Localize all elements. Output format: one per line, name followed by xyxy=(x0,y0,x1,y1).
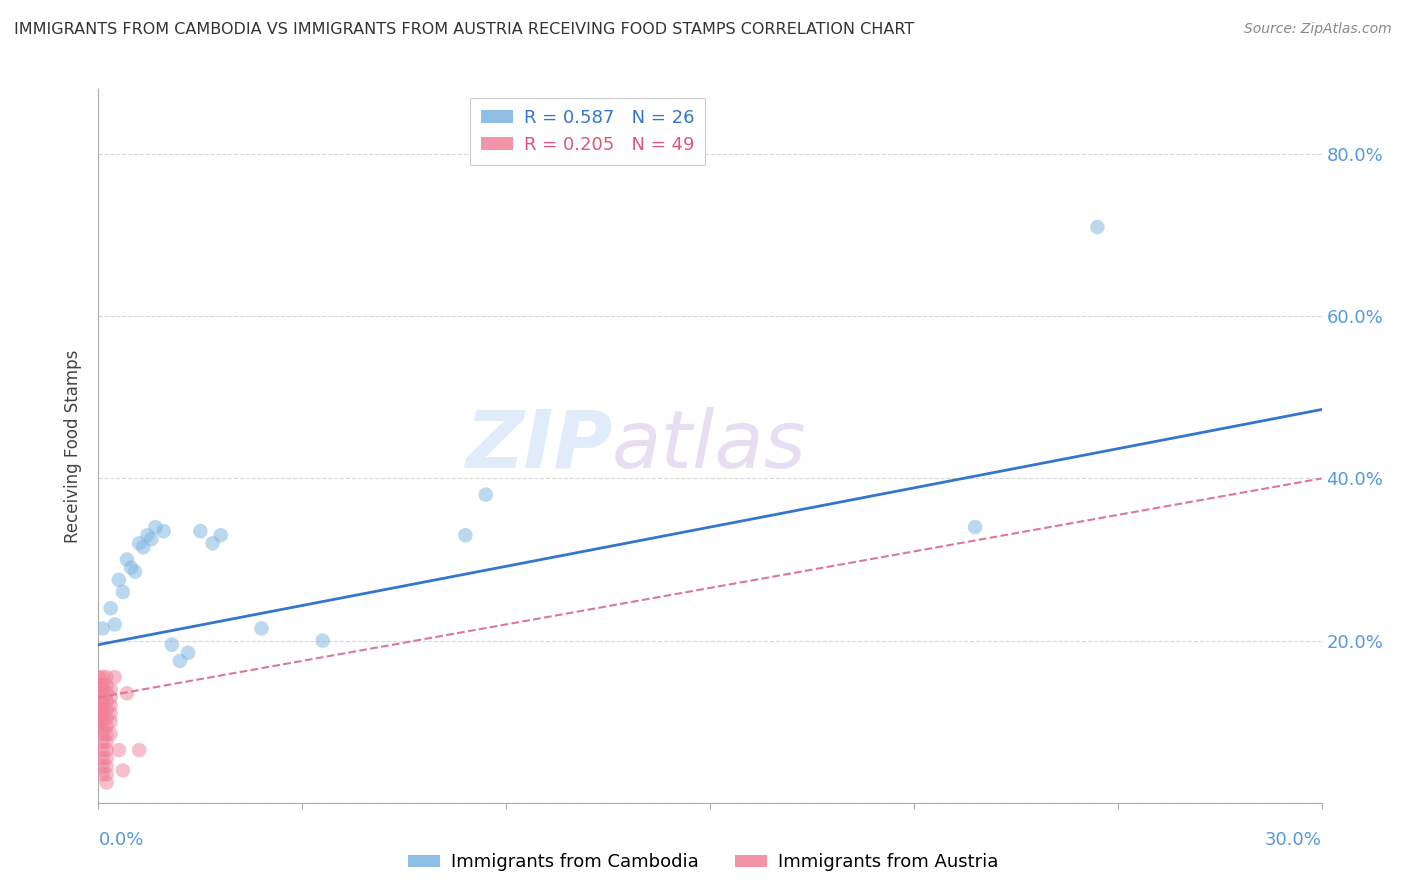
Point xyxy=(91,670,114,684)
Point xyxy=(87,686,110,700)
Point xyxy=(115,552,138,566)
Point xyxy=(96,702,118,716)
Point xyxy=(160,638,183,652)
Text: Source: ZipAtlas.com: Source: ZipAtlas.com xyxy=(1244,22,1392,37)
Point xyxy=(136,528,159,542)
Point xyxy=(96,686,118,700)
Point xyxy=(96,751,118,765)
Point xyxy=(108,743,131,757)
Point xyxy=(152,524,174,538)
Point xyxy=(96,670,118,684)
Point xyxy=(96,775,118,789)
Text: ZIP: ZIP xyxy=(465,407,612,485)
Point xyxy=(100,601,122,615)
Point xyxy=(100,714,122,729)
Point xyxy=(91,727,114,741)
Point xyxy=(145,520,167,534)
Point xyxy=(100,698,122,713)
Point xyxy=(177,646,200,660)
Point xyxy=(87,714,110,729)
Point xyxy=(87,670,110,684)
Point xyxy=(141,533,163,547)
Point xyxy=(91,751,114,765)
Point xyxy=(132,541,155,555)
Point xyxy=(91,723,114,737)
Legend: Immigrants from Cambodia, Immigrants from Austria: Immigrants from Cambodia, Immigrants fro… xyxy=(401,847,1005,879)
Point xyxy=(91,706,114,721)
Point xyxy=(87,690,110,705)
Point xyxy=(128,743,150,757)
Point xyxy=(100,682,122,697)
Point xyxy=(91,682,114,697)
Point xyxy=(91,735,114,749)
Point xyxy=(111,585,134,599)
Point xyxy=(91,759,114,773)
Point xyxy=(124,565,146,579)
Point xyxy=(96,759,118,773)
Point xyxy=(87,711,110,725)
Text: 0.0%: 0.0% xyxy=(98,831,143,849)
Point xyxy=(1085,220,1108,235)
Text: atlas: atlas xyxy=(612,407,807,485)
Point xyxy=(87,698,110,713)
Point xyxy=(87,678,110,692)
Point xyxy=(96,711,118,725)
Point xyxy=(96,727,118,741)
Point xyxy=(91,622,114,636)
Point xyxy=(91,767,114,781)
Point xyxy=(87,719,110,733)
Point xyxy=(100,727,122,741)
Point xyxy=(454,528,477,542)
Point xyxy=(128,536,150,550)
Point xyxy=(96,694,118,708)
Point xyxy=(100,690,122,705)
Point xyxy=(115,686,138,700)
Point xyxy=(91,743,114,757)
Text: 30.0%: 30.0% xyxy=(1265,831,1322,849)
Point xyxy=(209,528,232,542)
Point xyxy=(91,678,114,692)
Point xyxy=(96,735,118,749)
Point xyxy=(96,767,118,781)
Point xyxy=(120,560,142,574)
Point xyxy=(91,690,114,705)
Point xyxy=(96,719,118,733)
Point xyxy=(91,694,114,708)
Point xyxy=(100,706,122,721)
Point xyxy=(312,633,335,648)
Y-axis label: Receiving Food Stamps: Receiving Food Stamps xyxy=(65,350,83,542)
Point xyxy=(108,573,131,587)
Point xyxy=(169,654,191,668)
Point xyxy=(91,714,114,729)
Legend: R = 0.587   N = 26, R = 0.205   N = 49: R = 0.587 N = 26, R = 0.205 N = 49 xyxy=(470,98,706,165)
Point xyxy=(111,764,134,778)
Point xyxy=(474,488,498,502)
Point xyxy=(965,520,987,534)
Point xyxy=(104,670,127,684)
Point xyxy=(250,622,273,636)
Point xyxy=(87,702,110,716)
Point xyxy=(104,617,127,632)
Point xyxy=(201,536,224,550)
Text: IMMIGRANTS FROM CAMBODIA VS IMMIGRANTS FROM AUSTRIA RECEIVING FOOD STAMPS CORREL: IMMIGRANTS FROM CAMBODIA VS IMMIGRANTS F… xyxy=(14,22,914,37)
Point xyxy=(96,743,118,757)
Point xyxy=(188,524,212,538)
Point xyxy=(91,702,114,716)
Point xyxy=(96,678,118,692)
